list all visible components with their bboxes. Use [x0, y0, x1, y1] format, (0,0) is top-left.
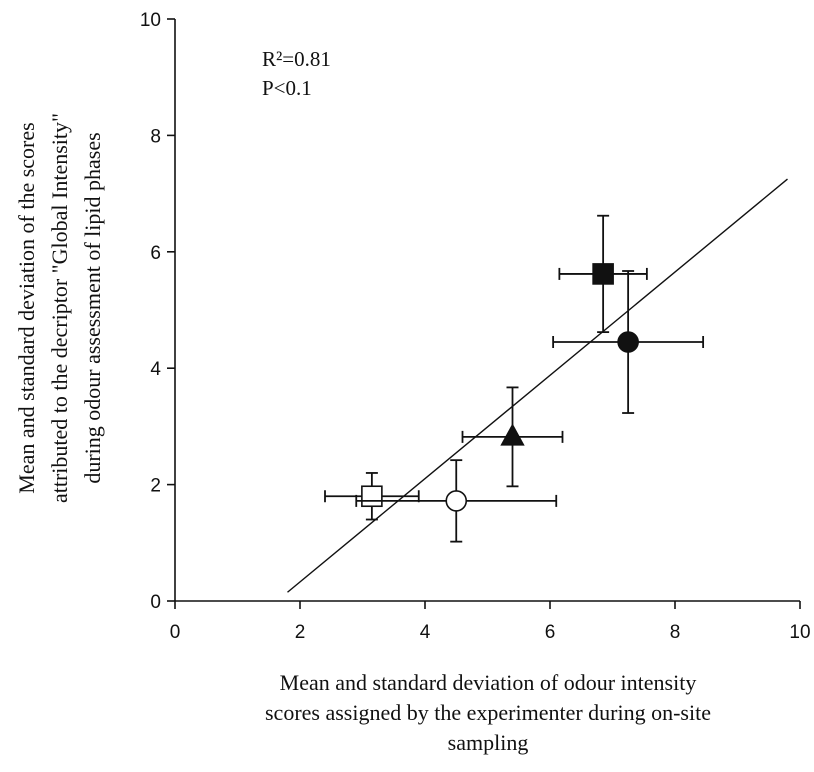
marker-open-circle — [445, 490, 468, 512]
axes: 0 2 4 6 8 10 0 2 4 6 8 10 — [140, 10, 811, 643]
y-tick-label: 8 — [150, 126, 161, 147]
data-point-open-square — [324, 472, 420, 521]
marker-filled-circle — [617, 331, 639, 353]
marker-filled-triangle — [500, 423, 525, 446]
data-point-filled-triangle — [461, 386, 564, 488]
y-tick-label: 6 — [150, 243, 161, 264]
y-tick-label: 0 — [150, 592, 161, 613]
y-tick-label: 2 — [150, 476, 161, 497]
annotation-1: P<0.1 — [262, 76, 312, 100]
x-tick-label: 0 — [170, 622, 181, 643]
y-tick-label: 10 — [140, 10, 161, 31]
x-tick-label: 6 — [545, 622, 556, 643]
x-axis-title-line: scores assigned by the experimenter duri… — [265, 700, 711, 725]
data-point-filled-square — [558, 214, 648, 334]
regression-line-group — [287, 178, 788, 593]
x-tick-label: 8 — [670, 622, 681, 643]
x-axis-title-line: sampling — [448, 730, 529, 755]
marker-filled-square — [592, 263, 614, 285]
data-points — [324, 214, 705, 543]
data-point-open-circle — [355, 459, 558, 543]
y-axis-title-line: during odour assessment of lipid phases — [80, 132, 105, 483]
annotation-0: R²=0.81 — [262, 47, 331, 71]
y-axis-title-line: attributed to the decriptor "Global Inte… — [47, 113, 72, 503]
regression-line — [287, 178, 788, 593]
x-axis-title-line: Mean and standard deviation of odour int… — [280, 670, 697, 695]
marker-open-square — [361, 485, 383, 508]
y-tick-label: 4 — [150, 359, 161, 380]
x-tick-label: 10 — [789, 622, 810, 643]
chart-labels: R²=0.81 P<0.1 Mean and standard deviation … — [14, 47, 711, 755]
data-point-filled-circle — [552, 270, 705, 414]
x-tick-label: 4 — [420, 622, 431, 643]
y-axis-title-line: Mean and standard deviation of the score… — [14, 122, 39, 493]
x-tick-label: 2 — [295, 622, 306, 643]
